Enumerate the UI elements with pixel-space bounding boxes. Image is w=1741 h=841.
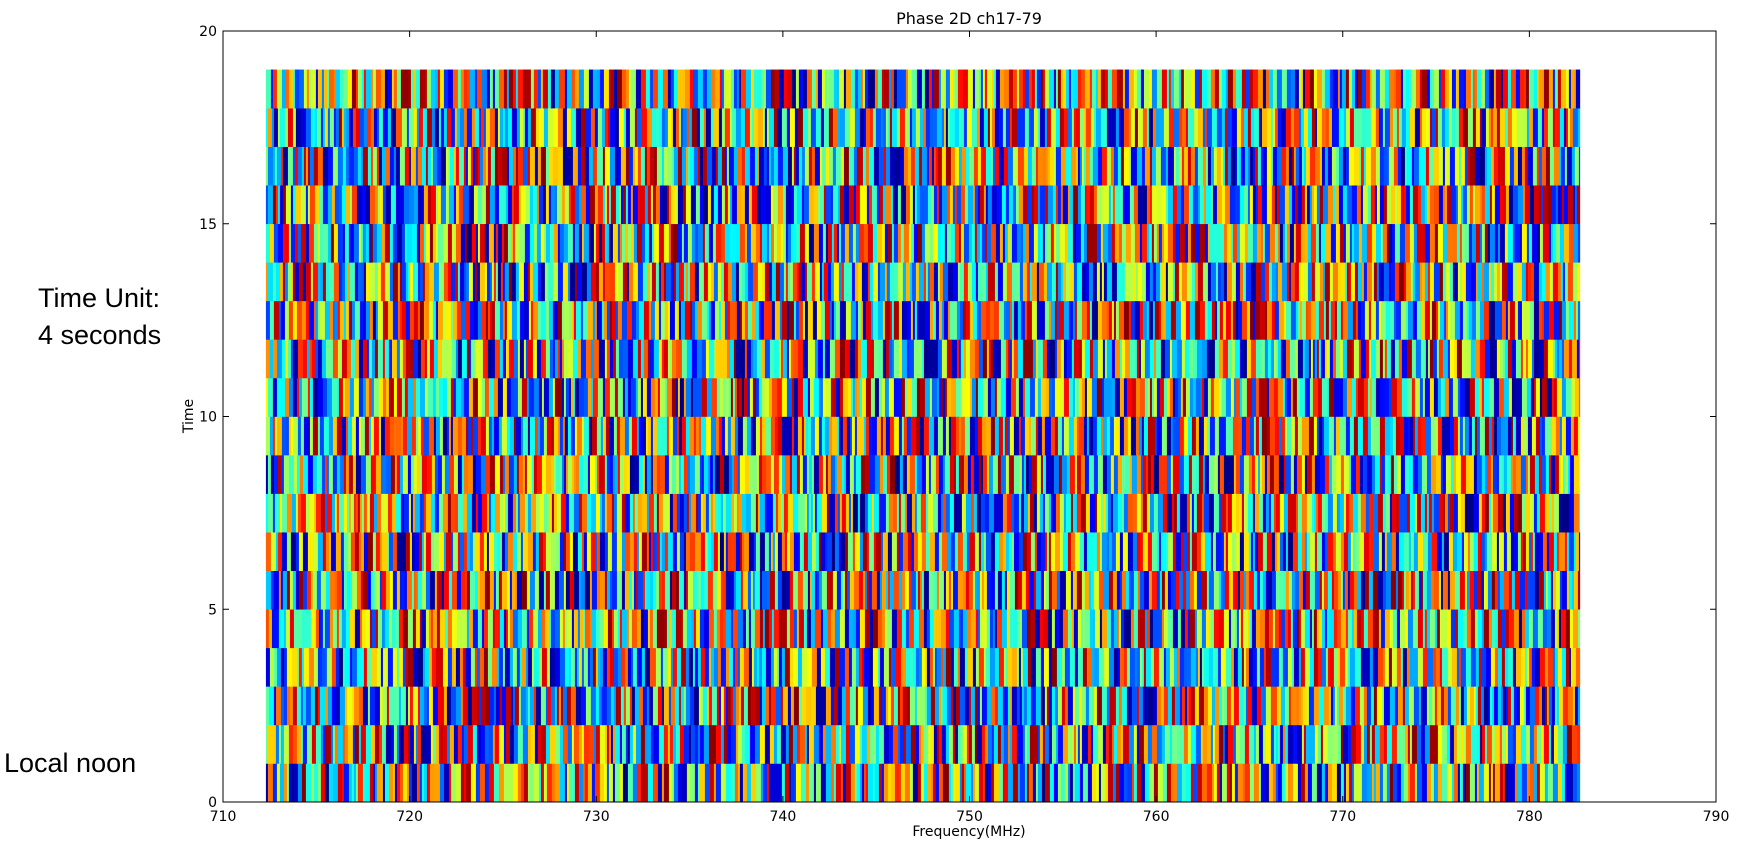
y-tick-label: 20 xyxy=(199,24,217,40)
time-unit-annotation: Time Unit: 4 seconds xyxy=(38,280,161,354)
x-tick-label: 750 xyxy=(956,809,983,825)
y-axis-label: Time xyxy=(181,399,197,434)
time-unit-value: 4 seconds xyxy=(38,320,162,350)
chart-title: Phase 2D ch17-79 xyxy=(896,9,1042,28)
y-tick-label: 10 xyxy=(199,410,217,426)
x-axis-label: Frequency(MHz) xyxy=(912,824,1025,840)
y-tick-label: 15 xyxy=(199,217,217,233)
x-tick-label: 760 xyxy=(1143,809,1170,825)
axis-ticks: 710 720 730 740 750 760 770 780 790 0 5 10 15 20 xyxy=(199,24,1729,825)
x-tick-label: 740 xyxy=(770,809,797,825)
x-tick-label: 770 xyxy=(1329,809,1356,825)
y-tick-label: 5 xyxy=(208,602,217,618)
heatmap-cells xyxy=(265,69,1581,803)
y-tick-label: 0 xyxy=(208,795,217,811)
x-tick-label: 720 xyxy=(396,809,423,825)
x-tick-label: 790 xyxy=(1703,809,1730,825)
x-tick-label: 710 xyxy=(210,809,237,825)
x-tick-label: 730 xyxy=(583,809,610,825)
local-noon-annotation: Local noon xyxy=(4,748,137,778)
time-unit-label: Time Unit: xyxy=(38,283,161,313)
x-tick-label: 780 xyxy=(1516,809,1543,825)
